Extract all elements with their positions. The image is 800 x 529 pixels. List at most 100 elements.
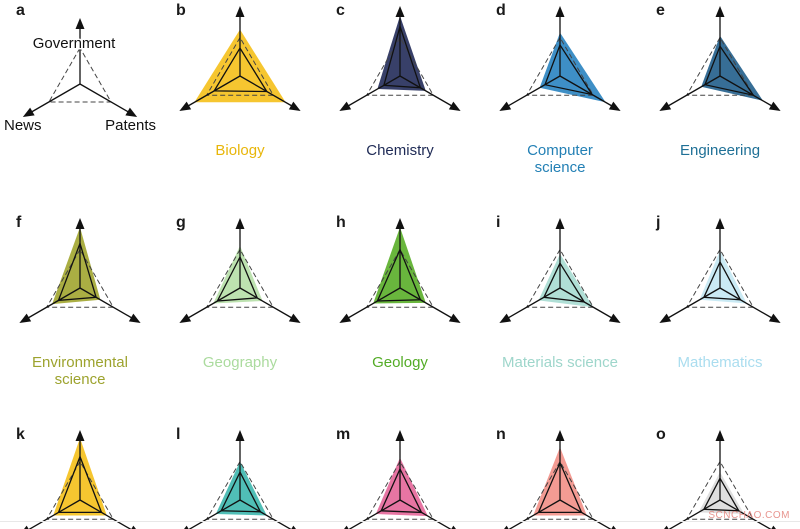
reference-dashed-triangle bbox=[365, 36, 435, 96]
axis-line-2 bbox=[559, 499, 612, 529]
axis-line-2 bbox=[559, 287, 615, 320]
axis-arrowhead-icon bbox=[179, 313, 192, 323]
panel-letter-d: d bbox=[496, 2, 506, 19]
axis-arrowhead-icon bbox=[339, 313, 352, 323]
panel-j: j Mathematics bbox=[640, 212, 800, 388]
axis-arrowhead-icon bbox=[555, 430, 565, 441]
data-line-polygon bbox=[380, 467, 423, 514]
radar-chart-d bbox=[499, 6, 621, 111]
panel-letter-c: c bbox=[336, 2, 345, 19]
panel-letter-m: m bbox=[336, 426, 351, 443]
axis-line-2 bbox=[399, 287, 455, 320]
axis-arrowhead-icon bbox=[288, 313, 301, 323]
radar-chart-l bbox=[184, 430, 296, 529]
panel-title-j: Mathematics bbox=[677, 354, 763, 371]
axis-label-patents: Patents bbox=[105, 117, 156, 134]
reference-dashed-triangle bbox=[365, 248, 435, 308]
axis-arrowhead-icon bbox=[75, 18, 85, 29]
axis-line-1 bbox=[28, 499, 81, 529]
axis-arrowhead-icon bbox=[235, 6, 245, 17]
figure-row-3: k l m n o bbox=[0, 424, 800, 529]
axis-arrowhead-icon bbox=[504, 525, 509, 529]
reference-dashed-triangle bbox=[205, 248, 275, 308]
panel-letter-i: i bbox=[496, 214, 501, 231]
axis-arrowhead-icon bbox=[291, 525, 296, 529]
radar-chart-o bbox=[664, 430, 776, 529]
radar-chart-f bbox=[19, 218, 141, 323]
data-line-polygon bbox=[57, 454, 103, 514]
panel-d: d Computer science bbox=[480, 0, 640, 176]
reference-dashed-triangle bbox=[45, 460, 115, 520]
panel-letter-l: l bbox=[176, 426, 181, 443]
data-line-polygon bbox=[542, 261, 586, 303]
data-line-polygon bbox=[702, 476, 740, 512]
reference-dashed-triangle bbox=[48, 46, 112, 103]
axis-arrowhead-icon bbox=[715, 430, 725, 441]
panel-title-c: Chemistry bbox=[366, 142, 434, 159]
radar-chart-h bbox=[339, 218, 461, 323]
axis-arrowhead-icon bbox=[659, 101, 672, 111]
axis-line-2 bbox=[399, 499, 452, 529]
data-line-polygon bbox=[57, 241, 97, 302]
data-fill-polygon bbox=[375, 457, 428, 517]
panel-f: f Environmental science bbox=[0, 212, 160, 388]
axis-arrowhead-icon bbox=[555, 6, 565, 17]
axis-arrowhead-icon bbox=[288, 101, 301, 111]
axis-line-2 bbox=[719, 287, 775, 320]
panel-letter-j: j bbox=[656, 214, 661, 231]
axis-line-2 bbox=[399, 75, 455, 108]
data-line-polygon bbox=[544, 43, 594, 96]
axis-arrowhead-icon bbox=[715, 218, 725, 229]
panel-title-e: Engineering bbox=[679, 142, 761, 159]
axis-arrowhead-icon bbox=[608, 101, 621, 111]
reference-dashed-triangle bbox=[365, 460, 435, 520]
axis-line-2 bbox=[79, 83, 131, 114]
panel-e: e Engineering bbox=[640, 0, 800, 176]
axis-arrowhead-icon bbox=[499, 101, 512, 111]
panel-letter-k: k bbox=[16, 426, 25, 443]
data-line-polygon bbox=[537, 461, 583, 514]
axis-arrowhead-icon bbox=[499, 313, 512, 323]
axis-line-2 bbox=[239, 499, 292, 529]
axis-line-2 bbox=[239, 287, 295, 320]
axis-line-1 bbox=[188, 499, 241, 529]
axis-line-1 bbox=[185, 287, 241, 320]
reference-dashed-triangle bbox=[685, 248, 755, 308]
axis-arrowhead-icon bbox=[344, 525, 349, 529]
data-line-polygon bbox=[702, 260, 742, 301]
axis-arrowhead-icon bbox=[659, 313, 672, 323]
panel-title-d: Computer science bbox=[527, 142, 593, 176]
watermark: SCNCHAO.COM bbox=[708, 510, 790, 521]
panel-letter-e: e bbox=[656, 2, 665, 19]
axis-arrowhead-icon bbox=[19, 313, 32, 323]
data-line-polygon bbox=[704, 44, 755, 97]
axis-arrowhead-icon bbox=[768, 101, 781, 111]
data-fill-polygon bbox=[377, 15, 426, 91]
radar-chart-e bbox=[659, 6, 781, 111]
radar-chart-g bbox=[179, 218, 301, 323]
axis-arrowhead-icon bbox=[608, 313, 621, 323]
legend-radar-chart: Government News Patents bbox=[3, 18, 158, 136]
figure-row-1: a Government News Patents b Biology c Chemistry… bbox=[0, 0, 800, 176]
panel-title-i: Materials science bbox=[502, 354, 618, 371]
axis-line-2 bbox=[719, 499, 772, 529]
panel-letter-b: b bbox=[176, 2, 186, 19]
data-fill-polygon bbox=[538, 253, 594, 308]
radar-chart-j bbox=[659, 218, 781, 323]
radar-chart-k bbox=[24, 430, 136, 529]
radar-chart-n bbox=[504, 430, 616, 529]
data-fill-polygon bbox=[52, 227, 101, 305]
axis-line-1 bbox=[508, 499, 561, 529]
axis-arrowhead-icon bbox=[24, 525, 29, 529]
axis-line-1 bbox=[668, 499, 721, 529]
axis-line-2 bbox=[719, 75, 775, 108]
axis-line-1 bbox=[505, 287, 561, 320]
axis-arrowhead-icon bbox=[184, 525, 189, 529]
axis-line-1 bbox=[505, 75, 561, 108]
panel-letter-n: n bbox=[496, 426, 506, 443]
panel-h: h Geology bbox=[320, 212, 480, 388]
axis-arrowhead-icon bbox=[451, 525, 456, 529]
axis-arrowhead-icon bbox=[235, 218, 245, 229]
figure-row-2: f Environmental science g Geography h Geology… bbox=[0, 212, 800, 388]
